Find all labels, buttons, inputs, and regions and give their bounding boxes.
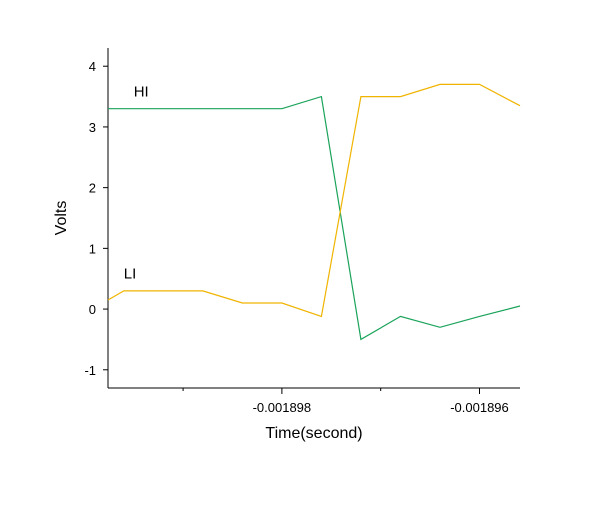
series-line-1 [108,95,521,341]
y-tick-label: 0 [89,302,96,317]
y-tick-label: 4 [89,59,96,74]
x-tick-label: -0.001896 [450,400,509,415]
series-line-2 [107,83,521,318]
y-ticks: -1 0 1 2 3 4 [84,59,108,378]
annotation-hi: HI [134,84,149,101]
x-axis-label: Time(second) [265,425,362,442]
x-tick-label: -0.001898 [253,400,312,415]
y-tick-label: 3 [89,120,96,135]
y-tick-label: 1 [89,241,96,256]
y-tick-label: -1 [84,363,96,378]
annotation-li: LI [124,266,137,283]
y-axis-label: Volts [53,201,70,236]
axes [107,48,520,389]
annotation-layer: HI LI [124,84,149,283]
x-ticks: -0.001898 -0.001896 [182,388,509,415]
y-tick-label: 2 [89,181,96,196]
series-layer [107,83,521,341]
